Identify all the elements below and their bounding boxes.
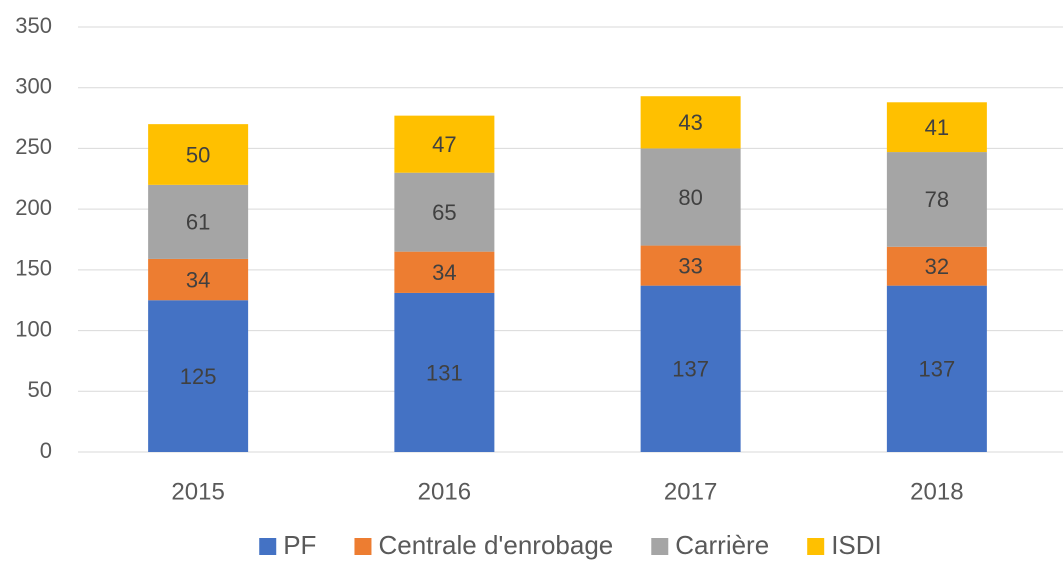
bar-segment bbox=[886, 246, 987, 286]
data-label: 33 bbox=[678, 253, 702, 278]
legend-label: Carrière bbox=[675, 530, 769, 560]
y-tick-label: 250 bbox=[15, 134, 52, 159]
bar-segment bbox=[394, 115, 495, 173]
data-label: 137 bbox=[919, 357, 956, 382]
legend-label: Centrale d'enrobage bbox=[378, 530, 613, 560]
bar-segment bbox=[886, 152, 987, 247]
y-tick-label: 50 bbox=[28, 377, 52, 402]
legend-label: ISDI bbox=[831, 530, 882, 560]
x-tick-label: 2018 bbox=[910, 478, 963, 505]
x-tick-label: 2015 bbox=[171, 478, 224, 505]
bar-segment bbox=[886, 285, 987, 452]
data-label: 137 bbox=[672, 357, 709, 382]
data-label: 32 bbox=[925, 254, 949, 279]
legend-swatch bbox=[651, 538, 669, 555]
legend-swatch bbox=[259, 538, 277, 555]
data-label: 78 bbox=[925, 187, 949, 212]
data-label: 47 bbox=[432, 132, 456, 157]
y-tick-label: 200 bbox=[15, 195, 52, 220]
bar-segment bbox=[148, 258, 249, 301]
x-tick-label: 2016 bbox=[418, 478, 471, 505]
legend-label: PF bbox=[283, 530, 316, 560]
bar-segment bbox=[640, 148, 741, 246]
data-label: 65 bbox=[432, 200, 456, 225]
data-label: 80 bbox=[678, 185, 702, 210]
data-label: 34 bbox=[432, 260, 456, 285]
legend-swatch bbox=[807, 538, 825, 555]
legend-swatch bbox=[354, 538, 372, 555]
bar-segment bbox=[394, 251, 495, 293]
y-tick-label: 150 bbox=[15, 256, 52, 281]
data-label: 61 bbox=[186, 210, 210, 235]
bar-segment bbox=[640, 96, 741, 149]
bar-segment bbox=[394, 172, 495, 252]
y-tick-label: 300 bbox=[15, 74, 52, 99]
bar-segment bbox=[148, 184, 249, 259]
bar-segment bbox=[640, 285, 741, 452]
bar-segment bbox=[886, 102, 987, 153]
data-label: 41 bbox=[925, 115, 949, 140]
y-tick-label: 100 bbox=[15, 316, 52, 341]
bar-segment bbox=[640, 245, 741, 286]
data-label: 125 bbox=[180, 364, 217, 389]
data-label: 50 bbox=[186, 142, 210, 167]
data-label: 131 bbox=[426, 360, 463, 385]
y-tick-label: 0 bbox=[40, 438, 52, 463]
x-tick-label: 2017 bbox=[664, 478, 717, 505]
data-label: 43 bbox=[678, 110, 702, 135]
bar-segment bbox=[394, 292, 495, 452]
bar-segment bbox=[148, 124, 249, 185]
bar-segment bbox=[148, 300, 249, 452]
y-tick-label: 350 bbox=[15, 13, 52, 38]
data-label: 34 bbox=[186, 267, 210, 292]
